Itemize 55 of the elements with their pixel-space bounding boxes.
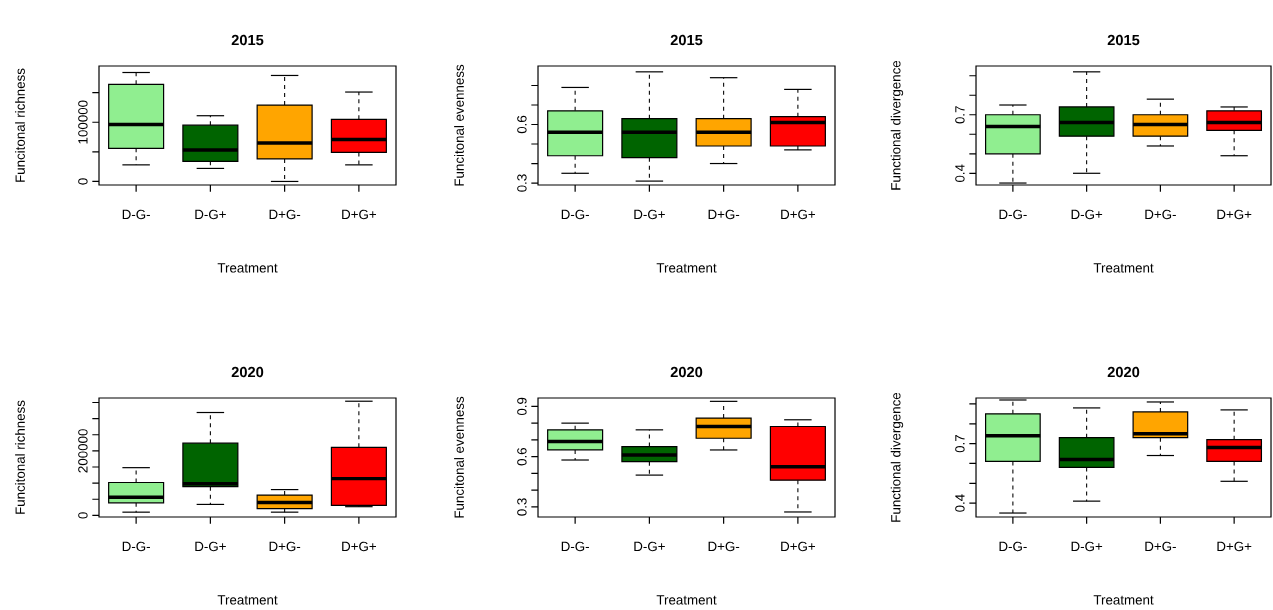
y-axis-title: Funcitonal evenness [454, 396, 464, 518]
y-tick-label: 0.7 [955, 106, 965, 124]
x-tick-label: D+G+ [1217, 541, 1252, 552]
y-tick-label: 0.3 [517, 498, 527, 516]
y-tick-label: 0 [78, 178, 88, 185]
x-tick-label: D+G+ [1217, 209, 1252, 220]
x-tick-label: D-G+ [1071, 541, 1103, 552]
x-tick-label: D+G- [708, 541, 740, 552]
chart-title: 2015 [670, 34, 703, 46]
x-tick-label: D+G- [1145, 209, 1176, 220]
y-tick-label: 0.6 [517, 115, 527, 134]
y-tick-label: 0.4 [955, 164, 965, 183]
y-tick-label: 100000 [78, 100, 88, 144]
x-tick-label: D-G+ [634, 541, 665, 552]
chart-title: 2015 [1107, 34, 1140, 46]
y-axis-title: Funcitonal richness [15, 400, 25, 514]
x-tick-label: D-G- [122, 209, 150, 220]
y-tick-label: 0.7 [955, 435, 965, 453]
y-tick-label: 0.6 [517, 447, 527, 466]
x-tick-label: D+G+ [781, 209, 816, 220]
x-tick-label: D-G- [122, 541, 150, 552]
x-tick-label: D-G+ [1071, 209, 1103, 220]
x-axis-title: Treatment [217, 595, 278, 605]
y-tick-label: 0.4 [955, 494, 965, 512]
x-tick-label: D+G- [269, 541, 301, 552]
x-tick-label: D+G+ [342, 209, 377, 220]
y-axis-title: Funcitonal richness [15, 68, 25, 182]
x-tick-label: D+G+ [342, 541, 377, 552]
chart-title: 2015 [231, 34, 264, 46]
x-tick-label: D+G- [269, 209, 301, 220]
y-tick-label: 0 [78, 512, 88, 519]
y-tick-label: 200000 [78, 429, 88, 473]
x-axis-title: Treatment [1093, 595, 1154, 605]
x-tick-label: D-G+ [195, 541, 226, 552]
x-tick-label: D+G- [708, 209, 740, 220]
chart-title: 2020 [670, 366, 703, 378]
x-tick-label: D-G- [999, 209, 1027, 220]
y-axis-title: Funcitonal evenness [454, 64, 464, 186]
x-axis-title: Treatment [656, 595, 717, 605]
x-tick-label: D+G+ [781, 541, 816, 552]
x-axis-title: Treatment [217, 263, 278, 273]
x-tick-label: D-G+ [634, 209, 665, 220]
y-axis-title: Functional divergence [890, 60, 904, 190]
x-axis-title: Treatment [1093, 263, 1154, 273]
y-tick-label: 0.3 [517, 174, 527, 192]
x-tick-label: D-G- [561, 209, 589, 220]
x-tick-label: D-G+ [195, 209, 226, 220]
x-axis-title: Treatment [656, 263, 717, 273]
chart-title: 2020 [231, 366, 264, 378]
y-axis-title: Functional divergence [890, 392, 904, 522]
x-tick-label: D-G- [999, 541, 1027, 552]
x-tick-label: D+G- [1145, 541, 1176, 552]
y-tick-label: 0.9 [517, 397, 527, 416]
chart-title: 2020 [1107, 366, 1140, 378]
x-tick-label: D-G- [561, 541, 589, 552]
